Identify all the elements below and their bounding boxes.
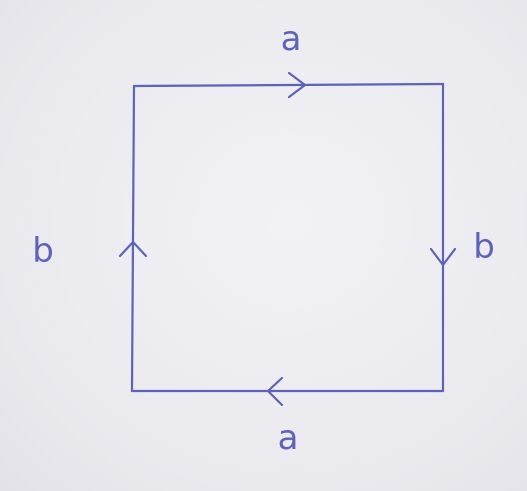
label-left-edge: b (32, 231, 54, 271)
arrow-right-icon (287, 71, 307, 99)
arrow-down-icon (429, 247, 457, 267)
label-bottom-edge: a (278, 418, 299, 458)
arrow-up-icon (118, 240, 148, 258)
label-right-edge: b (473, 227, 495, 267)
edge-top (132, 82, 445, 88)
label-top-edge: a (281, 19, 302, 59)
edge-left (130, 84, 136, 393)
arrow-left-icon (266, 376, 284, 407)
